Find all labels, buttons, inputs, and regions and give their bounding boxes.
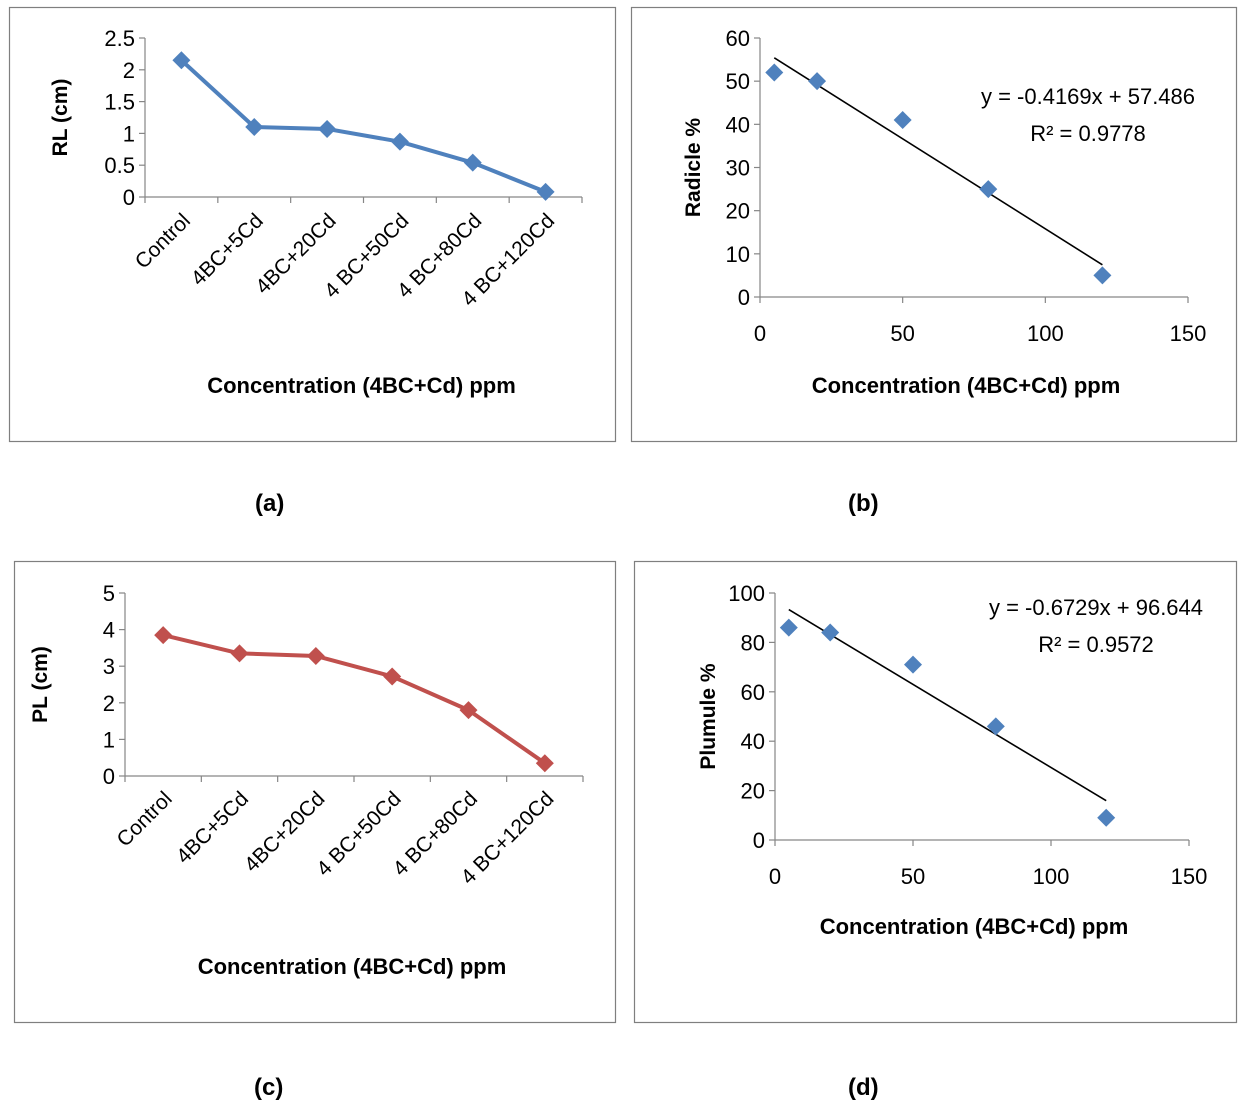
- data-point: [808, 72, 827, 91]
- y-tick-label: 20: [741, 779, 765, 804]
- trendline: [773, 57, 1103, 266]
- trendline-r-squared: R² = 0.9572: [1038, 632, 1154, 657]
- x-tick-label: 100: [1027, 321, 1064, 346]
- panel-label-b: (b): [848, 490, 879, 517]
- data-point: [1097, 808, 1116, 827]
- data-point: [779, 618, 798, 637]
- data-point: [383, 667, 402, 686]
- x-axis-title: Concentration (4BC+Cd) ppm: [198, 954, 507, 979]
- data-point: [230, 644, 249, 663]
- y-tick-label: 0: [123, 185, 135, 210]
- x-axis-title: Concentration (4BC+Cd) ppm: [207, 373, 516, 398]
- data-point: [463, 153, 482, 172]
- chart-frame: [633, 560, 1238, 1024]
- data-point: [765, 63, 784, 82]
- y-tick-label: 50: [726, 69, 750, 94]
- trendline-equation: y = -0.4169x + 57.486: [981, 84, 1195, 109]
- panel-label-c: (c): [254, 1074, 284, 1101]
- y-axis-title: Plumule %: [697, 663, 720, 770]
- y-axis-title: Radicle %: [682, 118, 705, 218]
- data-point: [306, 646, 325, 665]
- x-tick-label: 0: [769, 864, 781, 889]
- y-tick-label: 40: [741, 729, 765, 754]
- chart-panel-a: 00.511.522.5RL (cm)Control4BC+5Cd4BC+20C…: [8, 6, 617, 443]
- chart-panel-d: 0 20 40 60 80 100 Plumule % 0 50 100 150 y = -0.672…: [633, 560, 1238, 1024]
- chart-panel-b: 0 10 20 30 40 50 60 Radicle % 0 50 100 150 y = -0.41…: [630, 6, 1238, 443]
- data-point: [390, 132, 409, 151]
- y-tick-label: 1.5: [104, 90, 135, 115]
- y-tick-label: 4: [103, 618, 115, 643]
- panel-label-d: (d): [848, 1074, 879, 1101]
- y-tick-label: 2: [123, 58, 135, 83]
- y-tick-label: 2: [103, 691, 115, 716]
- trendline-r-squared: R² = 0.9778: [1030, 121, 1146, 146]
- series-line: [162, 633, 546, 765]
- data-point: [821, 623, 840, 642]
- chart-frame: [13, 560, 617, 1024]
- data-point: [904, 655, 922, 674]
- trendline-equation: y = -0.6729x + 96.644: [989, 595, 1203, 620]
- y-tick-label: 100: [728, 581, 765, 606]
- y-tick-label: 0.5: [104, 153, 135, 178]
- y-tick-label: 40: [726, 112, 750, 137]
- y-tick-label: 0: [738, 285, 750, 310]
- x-tick-label: 100: [1033, 864, 1070, 889]
- y-tick-label: 5: [103, 581, 115, 606]
- trendline: [788, 608, 1107, 802]
- data-point: [154, 626, 173, 645]
- data-point: [986, 717, 1005, 736]
- data-point: [459, 701, 478, 720]
- y-tick-label: 1: [123, 121, 135, 146]
- y-tick-label: 0: [103, 764, 115, 789]
- y-tick-label: 10: [726, 242, 750, 267]
- y-tick-label: 2.5: [104, 26, 135, 51]
- x-axis-title: Concentration (4BC+Cd) ppm: [820, 914, 1129, 939]
- data-point: [1093, 266, 1112, 285]
- series-line: [180, 58, 547, 194]
- y-tick-label: 60: [741, 680, 765, 705]
- data-point: [536, 182, 555, 201]
- data-point: [979, 180, 998, 199]
- y-tick-label: 0: [753, 828, 765, 853]
- data-point: [172, 51, 191, 70]
- x-tick-label: 150: [1171, 864, 1208, 889]
- data-point: [245, 118, 264, 137]
- y-tick-label: 20: [726, 199, 750, 224]
- x-axis-title: Concentration (4BC+Cd) ppm: [812, 373, 1121, 398]
- data-point: [535, 754, 554, 773]
- y-tick-label: 1: [103, 727, 115, 752]
- y-axis-title: PL (cm): [29, 646, 52, 723]
- y-tick-label: 60: [726, 26, 750, 51]
- x-tick-label: 50: [890, 321, 914, 346]
- x-tick-label: 50: [901, 864, 925, 889]
- x-tick-label: 150: [1170, 321, 1207, 346]
- chart-frame: [8, 6, 617, 443]
- panel-label-a: (a): [255, 490, 285, 517]
- data-point: [893, 111, 912, 130]
- y-tick-label: 30: [726, 156, 750, 181]
- y-tick-label: 3: [103, 654, 115, 679]
- y-tick-label: 80: [741, 630, 765, 655]
- data-point: [318, 119, 337, 138]
- x-tick-label: 0: [754, 321, 766, 346]
- chart-frame: [630, 6, 1238, 443]
- y-axis-title: RL (cm): [49, 79, 72, 157]
